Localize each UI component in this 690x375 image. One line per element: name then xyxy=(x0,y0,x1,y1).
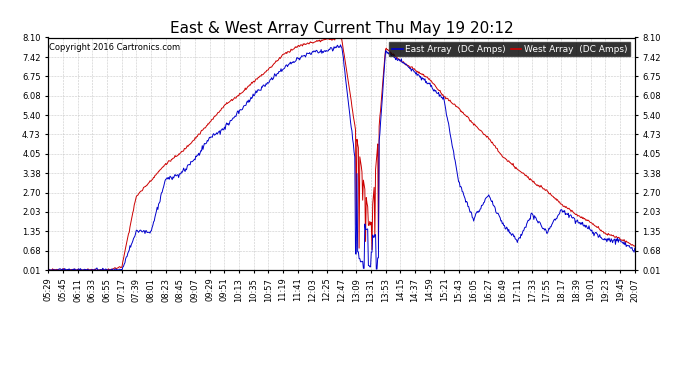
Text: Copyright 2016 Cartronics.com: Copyright 2016 Cartronics.com xyxy=(50,44,181,52)
Legend: East Array  (DC Amps), West Array  (DC Amps): East Array (DC Amps), West Array (DC Amp… xyxy=(389,42,630,56)
Title: East & West Array Current Thu May 19 20:12: East & West Array Current Thu May 19 20:… xyxy=(170,21,513,36)
